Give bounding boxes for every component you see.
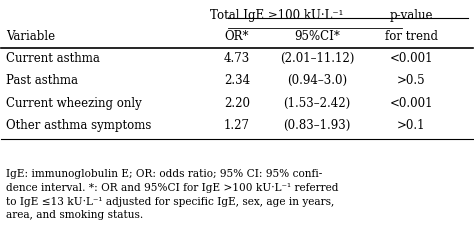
- Text: (2.01–11.12): (2.01–11.12): [280, 52, 354, 65]
- Text: 95%CI*: 95%CI*: [294, 30, 340, 43]
- Text: 1.27: 1.27: [224, 119, 250, 132]
- Text: IgE: immunoglobulin E; OR: odds ratio; 95% CI: 95% confi-
dence interval. *: OR : IgE: immunoglobulin E; OR: odds ratio; 9…: [6, 169, 338, 220]
- Text: >0.1: >0.1: [397, 119, 426, 132]
- Text: (0.83–1.93): (0.83–1.93): [283, 119, 351, 132]
- Text: Total IgE ≥100 kU·L⁻¹: Total IgE ≥100 kU·L⁻¹: [210, 9, 344, 22]
- Text: <0.001: <0.001: [390, 52, 433, 65]
- Text: 4.73: 4.73: [224, 52, 250, 65]
- Text: >0.5: >0.5: [397, 74, 426, 87]
- Text: OR*: OR*: [225, 30, 249, 43]
- Text: Variable: Variable: [6, 30, 55, 43]
- Text: 2.20: 2.20: [224, 97, 250, 110]
- Text: Current wheezing only: Current wheezing only: [6, 97, 142, 110]
- Text: (0.94–3.0): (0.94–3.0): [287, 74, 347, 87]
- Text: (1.53–2.42): (1.53–2.42): [283, 97, 351, 110]
- Text: Current asthma: Current asthma: [6, 52, 100, 65]
- Text: Other asthma symptoms: Other asthma symptoms: [6, 119, 152, 132]
- Text: <0.001: <0.001: [390, 97, 433, 110]
- Text: Past asthma: Past asthma: [6, 74, 78, 87]
- Text: for trend: for trend: [385, 30, 438, 43]
- Text: p-value: p-value: [390, 9, 433, 22]
- Text: 2.34: 2.34: [224, 74, 250, 87]
